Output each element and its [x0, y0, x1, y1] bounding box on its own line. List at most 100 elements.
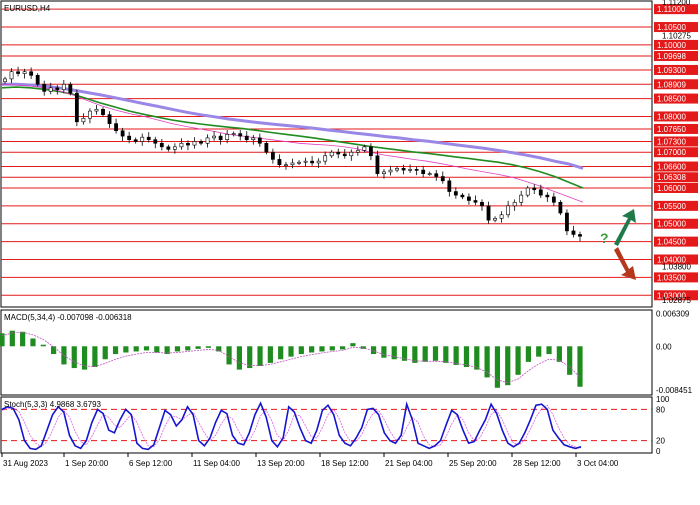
- candle-body: [133, 139, 138, 142]
- ma-slow-line: [2, 82, 584, 170]
- level-label: 1.09698: [657, 52, 686, 61]
- candle-body: [74, 92, 79, 123]
- ma-fast-line: [1, 83, 584, 203]
- candle-body: [231, 133, 236, 135]
- macd-bar: [30, 338, 36, 347]
- candle-body: [467, 196, 471, 201]
- level-label-bg: [654, 290, 698, 301]
- level-label: 1.05500: [657, 202, 686, 211]
- level-label-bg: [654, 147, 698, 158]
- macd-bar: [133, 346, 139, 352]
- candle-body: [94, 108, 99, 112]
- level-label: 1.07300: [657, 137, 686, 146]
- candle-body: [48, 87, 53, 92]
- candle-body: [120, 130, 125, 137]
- level-label-bg: [654, 236, 698, 247]
- candle-body: [499, 214, 504, 219]
- candle-body: [578, 234, 582, 237]
- macd-bar: [102, 346, 108, 360]
- macd-tick-label: 0.006309: [656, 310, 690, 319]
- symbol-title: EURUSD,H4: [4, 4, 51, 13]
- macd-bar: [185, 346, 191, 351]
- macd-bar: [0, 333, 5, 347]
- candle-body: [251, 137, 256, 140]
- candle-body: [460, 194, 465, 198]
- candle-body: [297, 161, 301, 164]
- candle-body: [525, 187, 530, 196]
- time-tick-label: 6 Sep 12:00: [129, 459, 173, 468]
- level-label-bg: [654, 182, 698, 193]
- candle-body: [16, 71, 20, 74]
- candle-body: [323, 155, 328, 162]
- candle-body: [88, 110, 92, 119]
- candle-body: [342, 153, 347, 157]
- macd-bar: [350, 343, 356, 347]
- level-label: 1.03500: [657, 273, 686, 282]
- candle-body: [551, 196, 556, 203]
- level-label: 1.04000: [657, 256, 686, 265]
- macd-bar: [443, 346, 449, 363]
- stoch-label: Stoch(5,3,3) 4.9868 3.6793: [4, 400, 102, 409]
- macd-bar: [546, 346, 552, 355]
- candle-body: [35, 75, 40, 85]
- candle-body: [114, 123, 118, 132]
- macd-bar: [515, 346, 521, 375]
- candle-body: [532, 187, 537, 191]
- macd-bar: [174, 346, 181, 352]
- level-label-bg: [654, 200, 698, 211]
- macd-bar: [247, 346, 253, 369]
- macd-bar: [288, 346, 294, 357]
- candle-body: [81, 117, 86, 123]
- candle-body: [473, 200, 478, 203]
- macd-bar: [340, 346, 346, 350]
- macd-bar: [195, 346, 201, 349]
- time-tick-label: 18 Sep 12:00: [321, 459, 369, 468]
- candle-body: [427, 173, 432, 175]
- candle-body: [244, 135, 249, 140]
- macd-bar: [226, 346, 232, 365]
- candle-body: [277, 159, 282, 166]
- macd-bar: [432, 346, 439, 361]
- candle-body: [166, 146, 171, 150]
- macd-bar: [20, 331, 26, 347]
- forecast-arrows: ?: [600, 209, 636, 280]
- level-label-bg: [654, 123, 698, 134]
- stoch-k-line: [1, 401, 582, 451]
- level-label-bg: [654, 161, 698, 172]
- candle-body: [290, 162, 295, 166]
- candle-body: [369, 146, 373, 157]
- candle-body: [414, 169, 419, 171]
- level-label: 1.03000: [657, 291, 686, 300]
- candle-body: [519, 194, 524, 203]
- level-label-bg: [654, 172, 698, 183]
- candle-body: [506, 205, 511, 216]
- macd-label: MACD(5,34,4) -0.007098 -0.006318: [4, 313, 132, 322]
- macd-bar: [453, 346, 459, 365]
- macd-bar: [205, 346, 212, 348]
- macd-bar: [236, 346, 242, 370]
- macd-tick-label: 0.00: [656, 342, 672, 351]
- axis-tick-label: 1.03800: [662, 263, 691, 272]
- candle-body: [153, 139, 158, 144]
- candle-body: [199, 141, 203, 144]
- macd-bar: [412, 346, 418, 363]
- level-label: 1.04500: [657, 238, 686, 247]
- down-arrow-icon: [614, 247, 636, 280]
- macd-bar: [216, 346, 222, 352]
- level-label-bg: [654, 39, 698, 50]
- candle-body: [172, 146, 177, 150]
- macd-bar: [51, 346, 57, 355]
- main-level-labels: 1.11000 1.10500 1.10000 1.09698 1.09300 1.089…: [654, 4, 698, 301]
- macd-bar: [257, 346, 263, 366]
- candle-body: [3, 78, 7, 83]
- stoch-d-line: [1, 404, 582, 449]
- stochastic-lines: [1, 401, 652, 451]
- macd-bar: [381, 346, 387, 358]
- price-series: [3, 66, 582, 242]
- macd-bar: [123, 346, 129, 353]
- main-panel: [0, 0, 653, 308]
- question-mark: ?: [600, 230, 609, 246]
- macd-bar: [71, 346, 77, 369]
- candle-body: [421, 169, 426, 174]
